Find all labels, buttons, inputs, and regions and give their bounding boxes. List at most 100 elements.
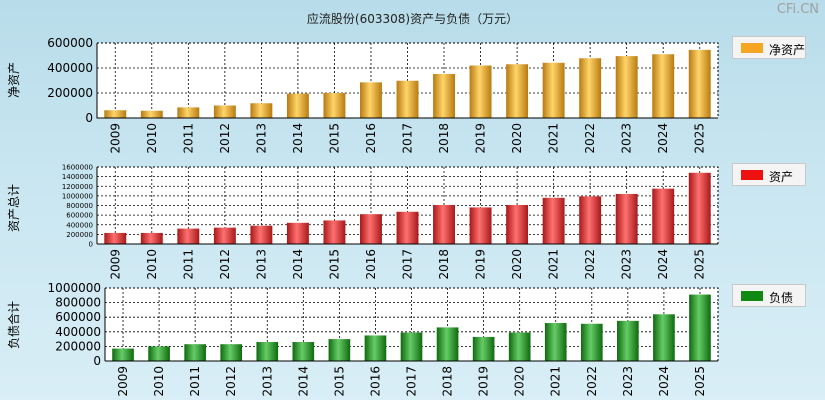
bar-2016: [364, 335, 387, 361]
x-tick-label: 2016: [364, 123, 378, 154]
x-tick-label: 2014: [296, 366, 310, 397]
x-tick-label: 2022: [583, 249, 597, 280]
x-tick-label: 2009: [116, 366, 130, 397]
x-tick-label: 2009: [108, 249, 122, 280]
bar-2020: [508, 332, 531, 361]
x-tick-label: 2023: [621, 366, 635, 397]
bar-2017: [396, 211, 419, 244]
bar-2025: [689, 294, 711, 361]
bar-2023: [615, 193, 638, 244]
bar-2009: [104, 232, 127, 244]
x-tick-label: 2025: [693, 123, 707, 154]
y-axis-label: 负债合计: [6, 301, 21, 349]
bar-2012: [213, 105, 236, 118]
x-tick-label: 2024: [656, 249, 670, 280]
bar-2023: [617, 320, 639, 361]
bar-2011: [177, 107, 200, 118]
x-tick-label: 2024: [656, 123, 670, 154]
y-tick-label: 400000: [66, 221, 93, 229]
bar-2014: [286, 222, 309, 244]
bar-2025: [688, 49, 711, 118]
bar-2020: [506, 205, 529, 244]
bar-2015: [323, 220, 346, 244]
bar-2025: [688, 172, 711, 244]
bar-2023: [615, 56, 638, 118]
bar-2024: [652, 188, 675, 244]
y-tick-label: 400000: [47, 61, 93, 75]
x-tick-label: 2021: [547, 123, 561, 154]
bar-2014: [292, 342, 315, 361]
bar-2009: [104, 110, 127, 118]
y-tick-label: 1400000: [62, 173, 93, 181]
brand-watermark: CFi.CN: [776, 2, 819, 17]
x-tick-label: 2015: [327, 123, 341, 154]
y-tick-label: 1200000: [62, 183, 93, 191]
x-tick-label: 2017: [401, 249, 415, 280]
bar-2021: [542, 197, 565, 244]
x-tick-label: 2018: [437, 123, 451, 154]
x-tick-label: 2013: [260, 366, 274, 397]
legend-label-assets: 资产: [769, 170, 794, 184]
bar-2019: [472, 336, 495, 361]
bar-2021: [542, 62, 565, 118]
y-tick-label: 1000000: [62, 192, 93, 200]
x-tick-label: 2010: [145, 123, 159, 154]
y-tick-label: 200000: [66, 231, 93, 239]
bar-2016: [360, 214, 382, 244]
x-tick-label: 2010: [145, 249, 159, 280]
x-tick-label: 2011: [181, 123, 195, 154]
y-tick-label: 0: [89, 241, 93, 249]
x-tick-label: 2025: [693, 366, 707, 397]
bar-2024: [653, 314, 675, 361]
x-tick-label: 2017: [405, 366, 419, 397]
x-tick-label: 2022: [583, 123, 597, 154]
x-tick-label: 2018: [441, 366, 455, 397]
y-tick-label: 800000: [55, 296, 101, 310]
bar-2016: [360, 82, 382, 118]
bar-2017: [400, 332, 423, 361]
x-tick-label: 2012: [218, 249, 232, 280]
x-tick-label: 2011: [188, 366, 202, 397]
bar-2018: [436, 327, 459, 361]
x-tick-label: 2013: [254, 249, 268, 280]
x-tick-label: 2020: [510, 123, 524, 154]
y-tick-label: 200000: [55, 339, 101, 353]
x-tick-label: 2021: [547, 249, 561, 280]
x-tick-label: 2014: [291, 249, 305, 280]
x-tick-label: 2012: [224, 366, 238, 397]
bar-2018: [433, 74, 455, 118]
x-tick-label: 2018: [437, 249, 451, 280]
bar-2015: [328, 339, 351, 361]
x-tick-label: 2009: [108, 123, 122, 154]
y-tick-label: 200000: [47, 86, 93, 100]
y-tick-label: 0: [93, 354, 101, 368]
x-tick-label: 2015: [332, 366, 346, 397]
y-tick-label: 800000: [66, 202, 93, 210]
x-tick-label: 2021: [549, 366, 563, 397]
bar-2009: [112, 348, 134, 361]
y-axis-label: 资产总计: [7, 184, 21, 232]
y-tick-label: 600000: [66, 212, 93, 220]
x-tick-label: 2013: [254, 123, 268, 154]
bar-2014: [286, 93, 309, 118]
bar-2017: [396, 80, 419, 118]
bar-2022: [579, 58, 602, 118]
bar-2020: [506, 64, 529, 118]
bar-2013: [256, 342, 279, 361]
bar-2011: [177, 228, 200, 244]
bar-2012: [213, 227, 236, 244]
bar-2010: [148, 346, 170, 361]
y-axis-label: 净资产: [7, 62, 21, 98]
bar-2019: [469, 207, 492, 244]
x-tick-label: 2016: [364, 249, 378, 280]
bar-2010: [140, 232, 163, 244]
x-tick-label: 2019: [477, 366, 491, 397]
legend-net-assets: 净资产: [732, 36, 806, 59]
bar-2015: [323, 93, 346, 118]
y-tick-label: 0: [85, 111, 93, 125]
x-tick-label: 2012: [218, 123, 232, 154]
y-tick-label: 1000000: [48, 281, 101, 295]
